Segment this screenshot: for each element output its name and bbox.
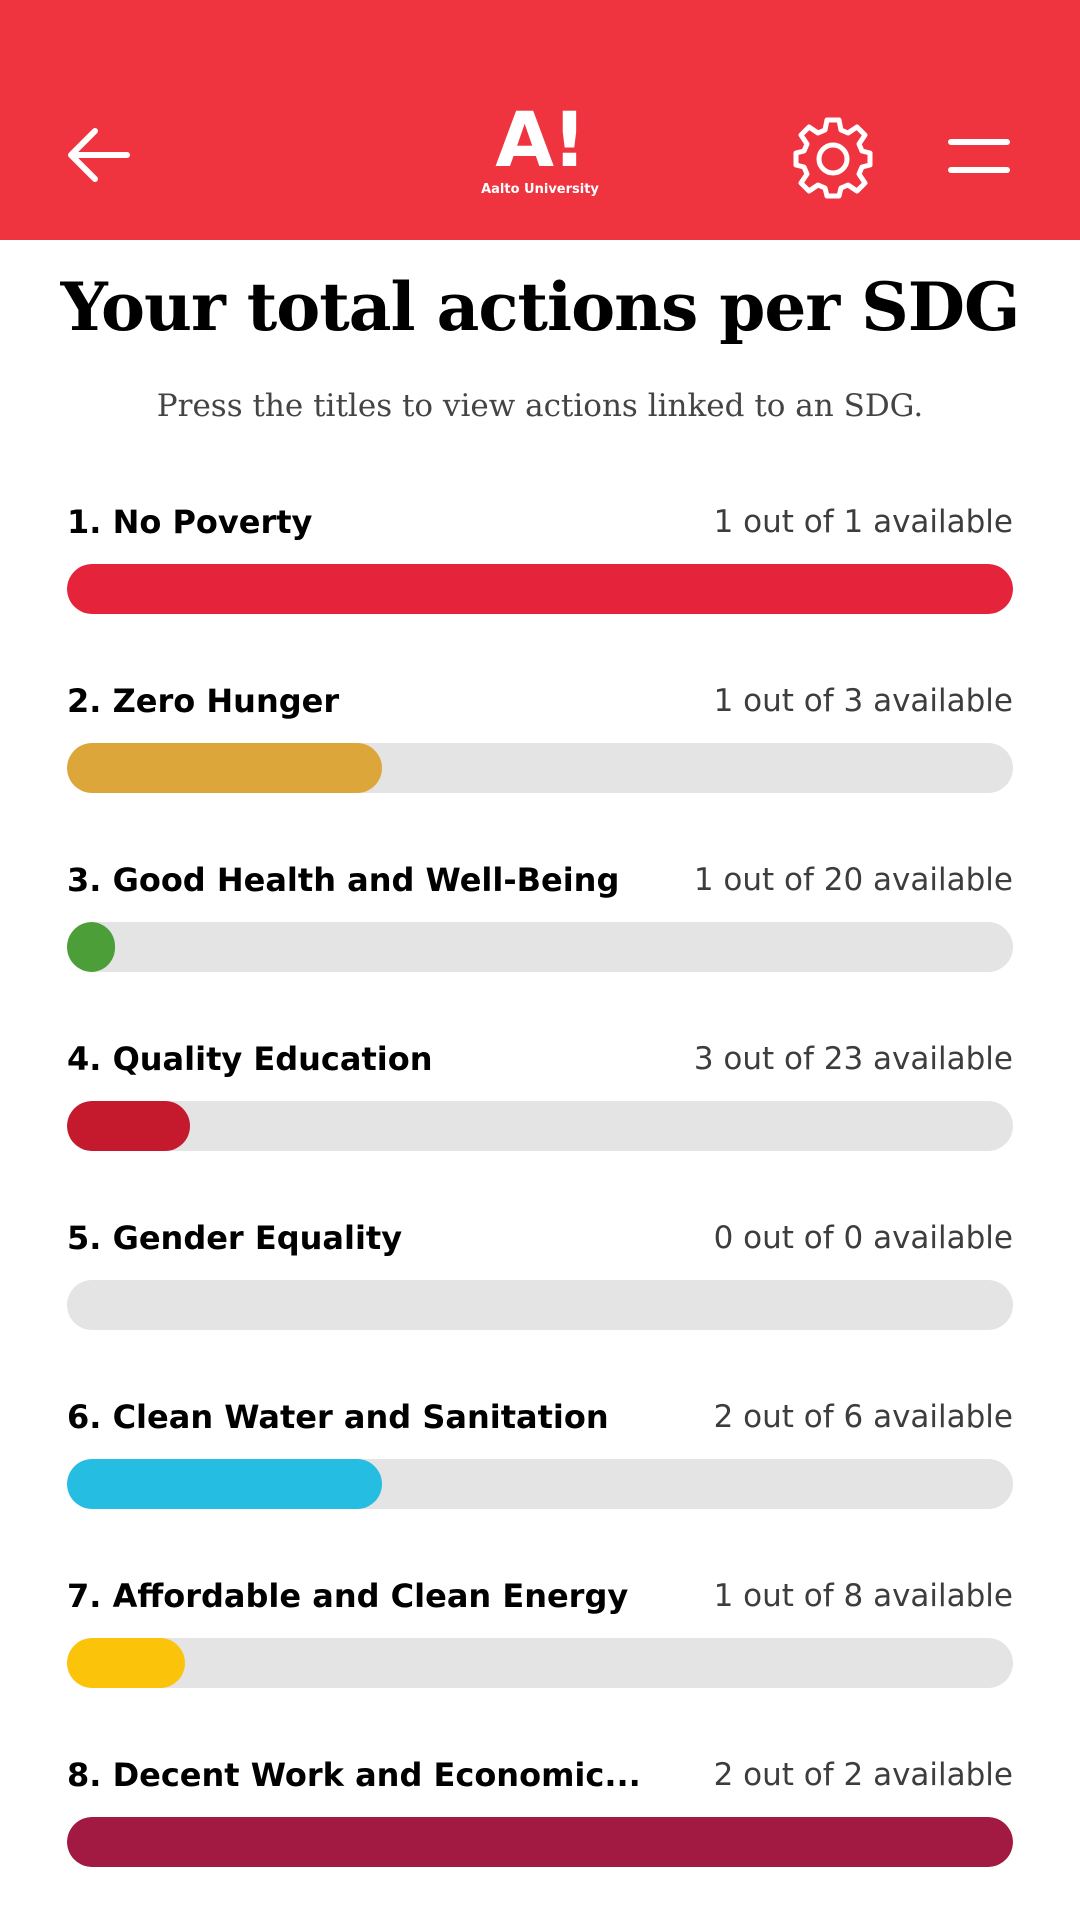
- back-arrow-icon: [68, 128, 130, 182]
- progress-track: [67, 743, 1013, 793]
- sdg-item-clean-energy: 7. Affordable and Clean Energy 1 out of …: [67, 1564, 1013, 1743]
- back-button[interactable]: [60, 118, 134, 192]
- sdg-count: 0 out of 0 available: [713, 1220, 1013, 1256]
- progress-track: [67, 1101, 1013, 1151]
- sdg-title-clean-water[interactable]: 6. Clean Water and Sanitation: [67, 1398, 609, 1436]
- progress-track: [67, 1638, 1013, 1688]
- sdg-count: 3 out of 23 available: [693, 1041, 1013, 1077]
- sdg-title-quality-education[interactable]: 4. Quality Education: [67, 1040, 433, 1078]
- settings-button[interactable]: [786, 110, 880, 204]
- sdg-item-no-poverty: 1. No Poverty 1 out of 1 available: [67, 490, 1013, 669]
- sdg-item-good-health: 3. Good Health and Well-Being 1 out of 2…: [67, 848, 1013, 1027]
- sdg-count: 1 out of 8 available: [713, 1578, 1013, 1614]
- sdg-list: 1. No Poverty 1 out of 1 available 2. Ze…: [67, 490, 1013, 1922]
- progress-fill: [67, 564, 1013, 614]
- sdg-count: 1 out of 3 available: [713, 683, 1013, 719]
- sdg-item-clean-water: 6. Clean Water and Sanitation 2 out of 6…: [67, 1385, 1013, 1564]
- sdg-count: 2 out of 2 available: [713, 1757, 1013, 1793]
- sdg-item-gender-equality: 5. Gender Equality 0 out of 0 available: [67, 1206, 1013, 1385]
- hamburger-menu-icon: [948, 139, 1010, 173]
- page-title: Your total actions per SDG: [60, 268, 1021, 346]
- sdg-count: 1 out of 1 available: [713, 504, 1013, 540]
- progress-track: [67, 1280, 1013, 1330]
- progress-fill: [67, 743, 382, 793]
- gear-icon: [793, 117, 873, 199]
- progress-track: [67, 922, 1013, 972]
- progress-fill: [67, 1459, 382, 1509]
- sdg-title-no-poverty[interactable]: 1. No Poverty: [67, 503, 313, 541]
- progress-fill: [67, 922, 115, 972]
- sdg-item-quality-education: 4. Quality Education 3 out of 23 availab…: [67, 1027, 1013, 1206]
- progress-track: [67, 1817, 1013, 1867]
- sdg-title-decent-work[interactable]: 8. Decent Work and Economic...: [67, 1756, 641, 1794]
- logo-mark: A!: [495, 95, 586, 184]
- progress-track: [67, 1459, 1013, 1509]
- progress-fill: [67, 1638, 185, 1688]
- aalto-logo: A! Aalto University: [470, 100, 610, 210]
- sdg-count: 1 out of 20 available: [693, 862, 1013, 898]
- sdg-title-clean-energy[interactable]: 7. Affordable and Clean Energy: [67, 1577, 629, 1615]
- sdg-title-good-health[interactable]: 3. Good Health and Well-Being: [67, 861, 620, 899]
- app-header: A! Aalto University: [0, 0, 1080, 240]
- sdg-item-zero-hunger: 2. Zero Hunger 1 out of 3 available: [67, 669, 1013, 848]
- sdg-count: 2 out of 6 available: [713, 1399, 1013, 1435]
- menu-button[interactable]: [946, 128, 1012, 184]
- logo-subtitle: Aalto University: [481, 182, 599, 197]
- progress-fill: [67, 1817, 1013, 1867]
- sdg-title-zero-hunger[interactable]: 2. Zero Hunger: [67, 682, 340, 720]
- progress-track: [67, 564, 1013, 614]
- sdg-item-decent-work: 8. Decent Work and Economic... 2 out of …: [67, 1743, 1013, 1922]
- page-subtitle: Press the titles to view actions linked …: [156, 388, 924, 424]
- progress-fill: [67, 1101, 190, 1151]
- sdg-title-gender-equality[interactable]: 5. Gender Equality: [67, 1219, 403, 1257]
